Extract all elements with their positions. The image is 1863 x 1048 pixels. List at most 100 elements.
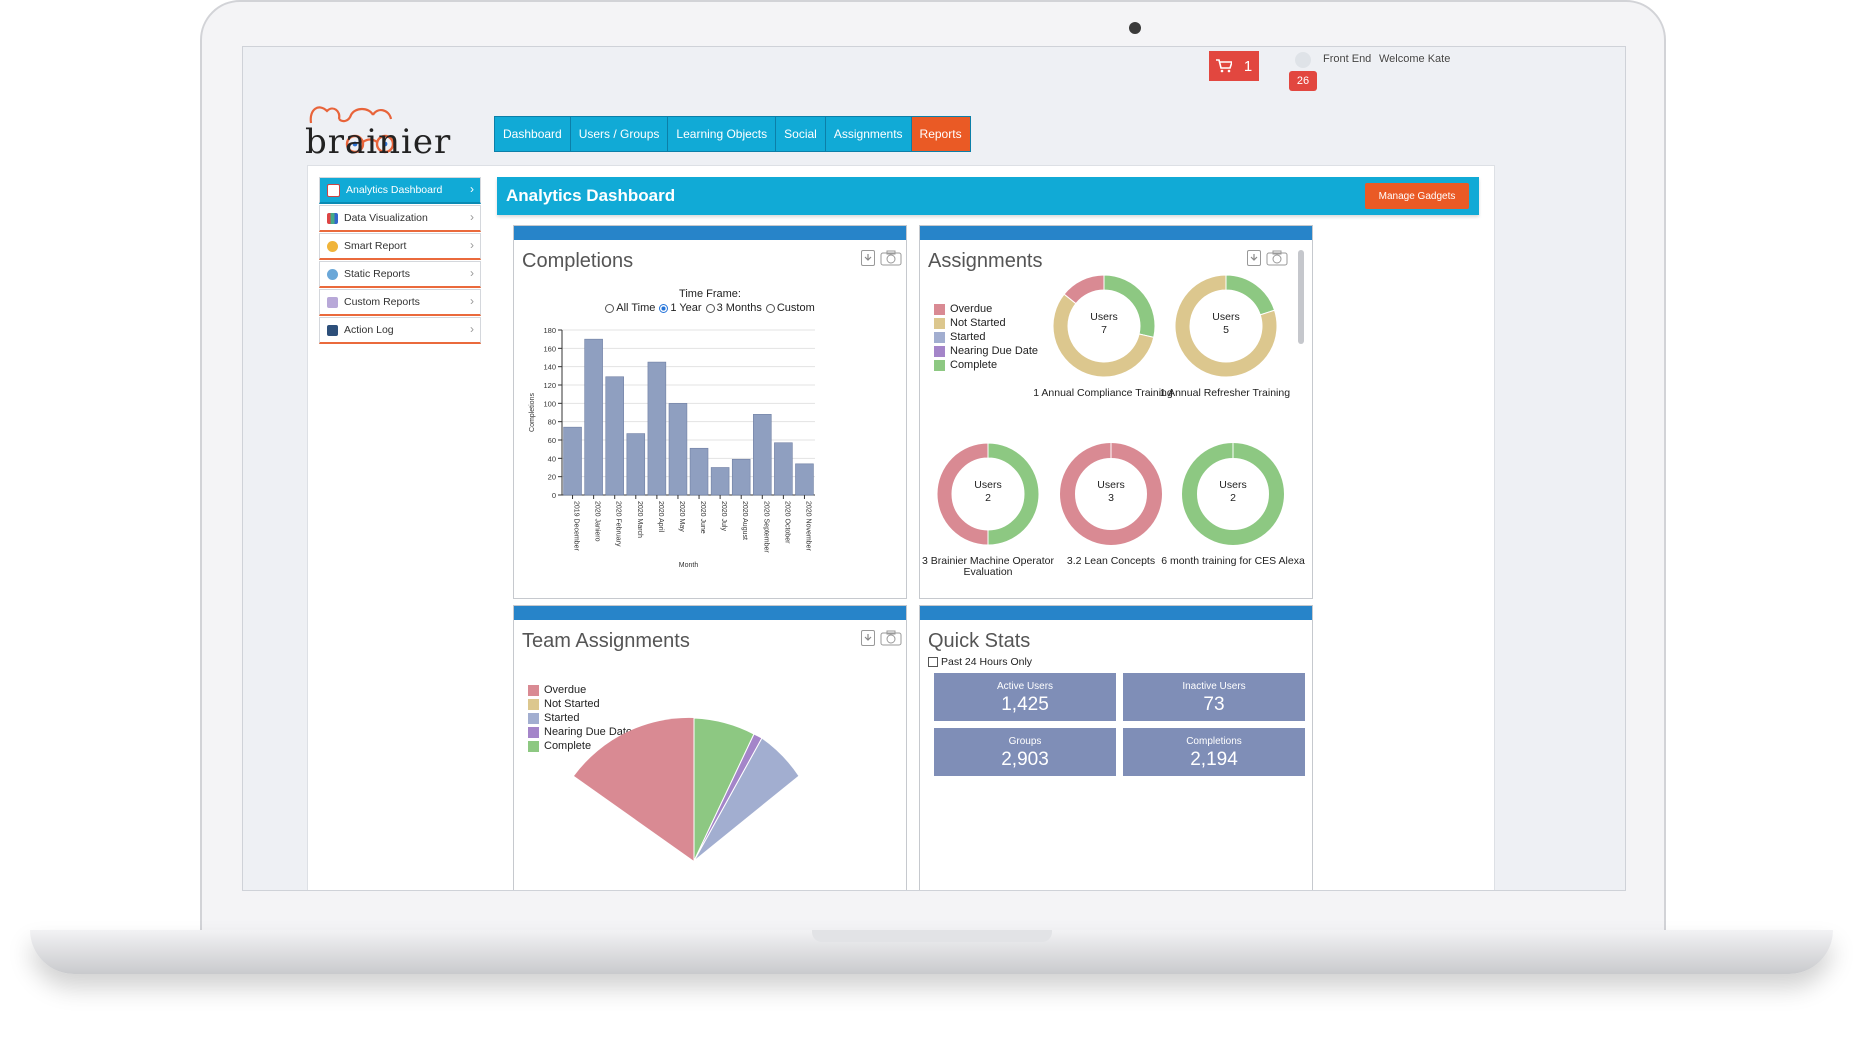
bar[interactable]: [647, 361, 667, 496]
x-tick-label: 2020 November: [804, 501, 811, 551]
panel-title: Team Assignments: [522, 630, 690, 652]
chevron-right-icon: ›: [470, 266, 474, 280]
front-end-link[interactable]: Front End: [1323, 53, 1372, 65]
nav-learning-objects[interactable]: Learning Objects: [668, 117, 777, 151]
bar[interactable]: [731, 458, 751, 496]
bar[interactable]: [563, 426, 582, 496]
donut-slice-complete[interactable]: [1225, 274, 1276, 316]
bar[interactable]: [689, 447, 709, 496]
bar[interactable]: [584, 338, 603, 496]
radio-1-year[interactable]: 1 Year: [659, 302, 702, 314]
y-tick-label: 20: [548, 473, 556, 482]
radio-all-time[interactable]: All Time: [605, 302, 655, 314]
x-tick-label: 2020 July: [720, 501, 727, 531]
past-24-hours-checkbox[interactable]: Past 24 Hours Only: [928, 656, 1032, 668]
sidebar-item-custom-reports[interactable]: Custom Reports ›: [319, 289, 481, 316]
legend-item: Not Started: [528, 697, 632, 711]
bar[interactable]: [710, 467, 730, 496]
donut-slice-complete[interactable]: [987, 442, 1040, 546]
log-icon: [327, 324, 338, 336]
chevron-right-icon: ›: [470, 238, 474, 252]
sidebar-item-smart-report[interactable]: Smart Report ›: [319, 233, 481, 260]
donut-course-name: 6 month training for CES Alexa: [1161, 555, 1305, 567]
welcome-link[interactable]: Welcome Kate: [1379, 53, 1451, 65]
nav-dashboard[interactable]: Dashboard: [495, 117, 571, 151]
donut-slice-not_started[interactable]: [1174, 274, 1278, 378]
donut-course-name: 1 Annual Compliance Training: [1033, 387, 1173, 399]
sidebar-item-label: Data Visualization: [344, 212, 428, 224]
nav-reports[interactable]: Reports: [911, 117, 970, 151]
donut-users-count: 2: [985, 492, 991, 504]
pie-slice-overdue: [574, 717, 694, 861]
donut-course-name: 3.2 Lean Concepts: [1066, 555, 1156, 567]
notification-badge[interactable]: 26: [1289, 71, 1317, 91]
assignments-legend: Overdue Not Started Started Nearing Due …: [934, 302, 1038, 372]
nav-users-groups[interactable]: Users / Groups: [570, 117, 669, 151]
sidebar-item-label: Action Log: [344, 324, 394, 336]
stat-completions: Completions 2,194: [1123, 728, 1305, 776]
bar[interactable]: [753, 414, 772, 496]
stat-inactive-users: Inactive Users 73: [1123, 673, 1305, 721]
camera-icon[interactable]: [1266, 250, 1288, 266]
reports-sidebar: Analytics Dashboard › Data Visualization…: [319, 177, 481, 345]
donut-users-label: Users: [1097, 479, 1124, 491]
cart-icon: [1215, 59, 1232, 73]
donut-slice-overdue[interactable]: [1063, 274, 1105, 305]
chevron-right-icon: ›: [470, 210, 474, 224]
x-tick-label: 2020 June: [699, 501, 706, 534]
pencil-icon: [327, 296, 338, 308]
download-icon[interactable]: [861, 250, 875, 266]
donut-users-label: Users: [1090, 311, 1117, 323]
donut-slice-complete[interactable]: [1103, 274, 1156, 338]
download-icon[interactable]: [1247, 250, 1261, 266]
camera-icon[interactable]: [880, 250, 902, 266]
completions-panel: Completions Time Frame: All Time 1 Year …: [513, 225, 907, 599]
nav-social[interactable]: Social: [776, 117, 826, 151]
x-tick-label: 2020 September: [762, 501, 769, 553]
logo-wordmark: brainier: [305, 122, 452, 162]
completions-bar-chart: 0 20 40 60 80 100 120 140 160 180 2019 December 202…: [529, 326, 815, 569]
sidebar-item-action-log[interactable]: Action Log ›: [319, 317, 481, 344]
legend-item: Complete: [528, 739, 632, 753]
radio-custom[interactable]: Custom: [765, 302, 815, 314]
panel-title: Completions: [522, 250, 634, 272]
legend-item: Nearing Due Date: [528, 725, 632, 739]
team-legend: Overdue Not Started Started Nearing Due …: [528, 683, 632, 753]
cart-button[interactable]: 1: [1209, 51, 1259, 81]
bar[interactable]: [605, 376, 624, 496]
main-nav: Dashboard Users / Groups Learning Object…: [494, 116, 971, 152]
x-tick-label: 2020 Janiero: [594, 501, 601, 542]
x-tick-label: 2020 October: [783, 501, 790, 544]
stat-active-users: Active Users 1,425: [934, 673, 1116, 721]
donut-course-name: 3 Brainier Machine Operator Evaluation: [922, 555, 1054, 578]
sidebar-item-static-reports[interactable]: Static Reports ›: [319, 261, 481, 288]
donut-slice-not_started[interactable]: [1052, 293, 1155, 378]
x-tick-label: 2019 December: [573, 501, 580, 551]
legend-item: Started: [934, 330, 1038, 344]
bar[interactable]: [774, 442, 793, 496]
scrollbar[interactable]: [1298, 250, 1304, 344]
sidebar-item-data-visualization[interactable]: Data Visualization ›: [319, 205, 481, 232]
manage-gadgets-button[interactable]: Manage Gadgets: [1365, 183, 1469, 209]
radio-3-months[interactable]: 3 Months: [705, 302, 762, 314]
x-axis-label: Month: [679, 562, 699, 569]
legend-item: Overdue: [934, 302, 1038, 316]
download-icon[interactable]: [861, 630, 875, 646]
nav-assignments[interactable]: Assignments: [825, 117, 912, 151]
bar[interactable]: [795, 463, 814, 496]
legend-item: Nearing Due Date: [934, 344, 1038, 358]
lightbulb-icon: [327, 240, 338, 252]
bell-icon[interactable]: [1295, 52, 1311, 68]
donut-slice-overdue[interactable]: [936, 442, 989, 546]
camera-icon[interactable]: [880, 630, 902, 646]
chevron-right-icon: ›: [470, 294, 474, 308]
sidebar-item-label: Static Reports: [344, 268, 410, 280]
pie-slice-started: [693, 737, 800, 862]
bar[interactable]: [668, 403, 688, 496]
checkbox-box[interactable]: [928, 657, 938, 668]
donut-users-label: Users: [974, 479, 1001, 491]
bar[interactable]: [626, 433, 646, 496]
quick-stats-panel: Quick Stats Past 24 Hours Only Active Us…: [919, 605, 1313, 890]
sidebar-item-analytics-dashboard[interactable]: Analytics Dashboard ›: [319, 177, 481, 204]
legend-item: Not Started: [934, 316, 1038, 330]
